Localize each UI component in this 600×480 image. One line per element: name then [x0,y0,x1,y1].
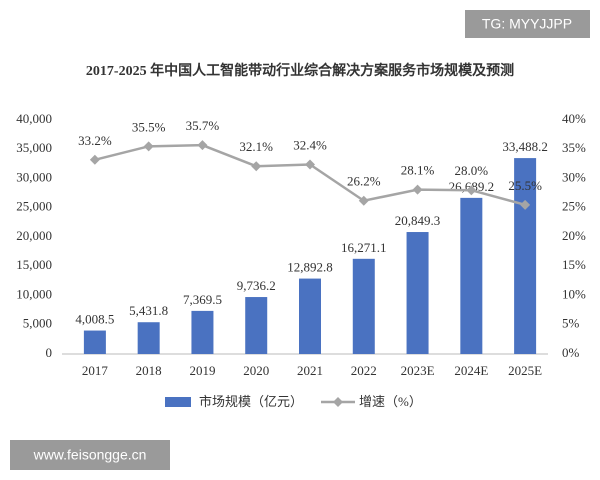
y-tick-label: 15,000 [16,257,52,272]
y-tick-label: 30,000 [16,169,52,184]
bar [245,297,268,354]
legend-label: 增速（%） [359,394,422,409]
bar-label: 12,892.8 [287,260,333,275]
legend-swatch [333,397,343,407]
line-marker [89,154,100,165]
line-label: 26.2% [347,174,381,189]
y2-tick-label: 40% [562,111,586,126]
bar-label: 4,008.5 [75,312,114,327]
y-tick-label: 5,000 [23,316,52,331]
bar-label: 9,736.2 [237,278,276,293]
x-tick-label: 2019 [189,363,215,378]
x-tick-label: 2017 [82,363,109,378]
y-tick-label: 25,000 [16,199,52,214]
y-tick-label: 20,000 [16,228,52,243]
bar [299,278,321,354]
bar-label: 7,369.5 [183,292,222,307]
line-label: 35.5% [132,119,166,134]
x-tick-label: 2021 [297,363,323,378]
line-label: 25.5% [508,178,542,193]
x-tick-label: 2023E [401,363,435,378]
y2-tick-label: 25% [562,199,586,214]
y2-tick-label: 30% [562,169,586,184]
line-marker [305,159,315,170]
y-tick-label: 10,000 [16,286,52,301]
line-marker [143,141,154,152]
y2-tick-label: 35% [562,140,586,155]
line-marker [358,195,369,206]
line-marker [520,199,531,210]
bar [352,258,375,354]
bar [137,322,160,354]
y2-tick-label: 0% [562,345,580,360]
x-tick-label: 2022 [351,363,377,378]
watermark: www.feisongge.cn [33,447,147,463]
bar-label: 33,488.2 [502,139,548,154]
y2-tick-label: 20% [562,228,586,243]
line-label: 35.7% [186,118,220,133]
chart-title: 2017-2025 年中国人工智能带动行业综合解决方案服务市场规模及预测 [86,62,514,79]
line-marker [197,140,208,151]
x-tick-label: 2024E [454,363,488,378]
y-tick-label: 0 [46,345,53,360]
line-label: 33.2% [78,133,112,148]
bar [191,310,214,354]
line-marker [251,161,262,172]
bar [460,197,483,354]
bar [406,232,429,354]
bar-label: 5,431.8 [129,303,168,318]
watermark-box [10,440,170,470]
y2-tick-label: 15% [562,257,586,272]
y2-tick-label: 5% [562,316,580,331]
line-label: 28.0% [455,163,489,178]
y-tick-label: 35,000 [16,140,52,155]
line-label: 32.4% [293,137,327,152]
line-marker [412,184,423,195]
bar [514,158,537,354]
y2-tick-label: 10% [562,286,586,301]
line-label: 32.1% [239,139,273,154]
watermark-box [465,10,590,38]
watermark: TG: MYYJJPP [482,16,572,32]
x-tick-label: 2025E [508,363,542,378]
bar-label: 16,271.1 [341,240,387,255]
bar-label: 20,849.3 [395,213,441,228]
line-marker [466,185,477,196]
bar [83,330,106,354]
x-tick-label: 2018 [136,363,162,378]
legend-label: 市场规模（亿元） [199,394,303,409]
x-tick-label: 2020 [243,363,269,378]
legend-swatch [165,397,191,407]
y-tick-label: 40,000 [16,111,52,126]
line-label: 28.1% [401,163,435,178]
